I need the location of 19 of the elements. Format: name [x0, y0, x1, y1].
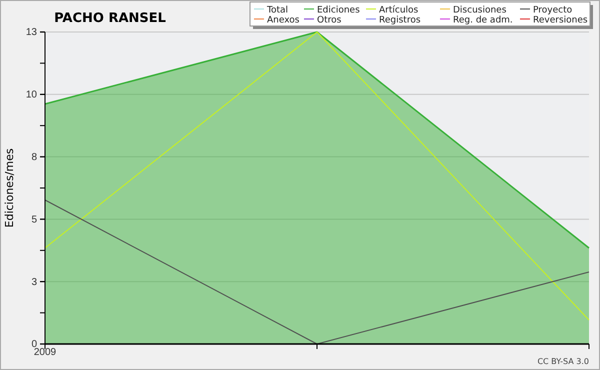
legend-label: Proyecto: [533, 6, 573, 16]
y-tick-label: 8: [31, 152, 38, 163]
text: CC BY-SA 3.0: [537, 357, 589, 366]
legend-label: Reg. de adm.: [453, 16, 513, 26]
legend-label: Discusiones: [453, 6, 507, 16]
legend-label: Total: [266, 6, 288, 16]
y-tick-label: 10: [26, 90, 38, 101]
legend-label: Ediciones: [317, 6, 360, 16]
y-axis-title: Ediciones/mes: [3, 148, 16, 228]
legend-label: Anexos: [267, 16, 300, 26]
y-tick-label: 13: [26, 27, 38, 38]
chart-title: PACHO RANSEL: [54, 11, 166, 26]
y-tick-label: 3: [31, 276, 38, 288]
legend-label: Registros: [379, 16, 421, 26]
y-tick-label: 5: [31, 214, 38, 226]
legend-label: Reversiones: [533, 16, 588, 26]
x-tick-label: 2009: [34, 347, 57, 358]
legend-label: Artículos: [379, 4, 419, 16]
legend-label: Otros: [317, 16, 342, 26]
